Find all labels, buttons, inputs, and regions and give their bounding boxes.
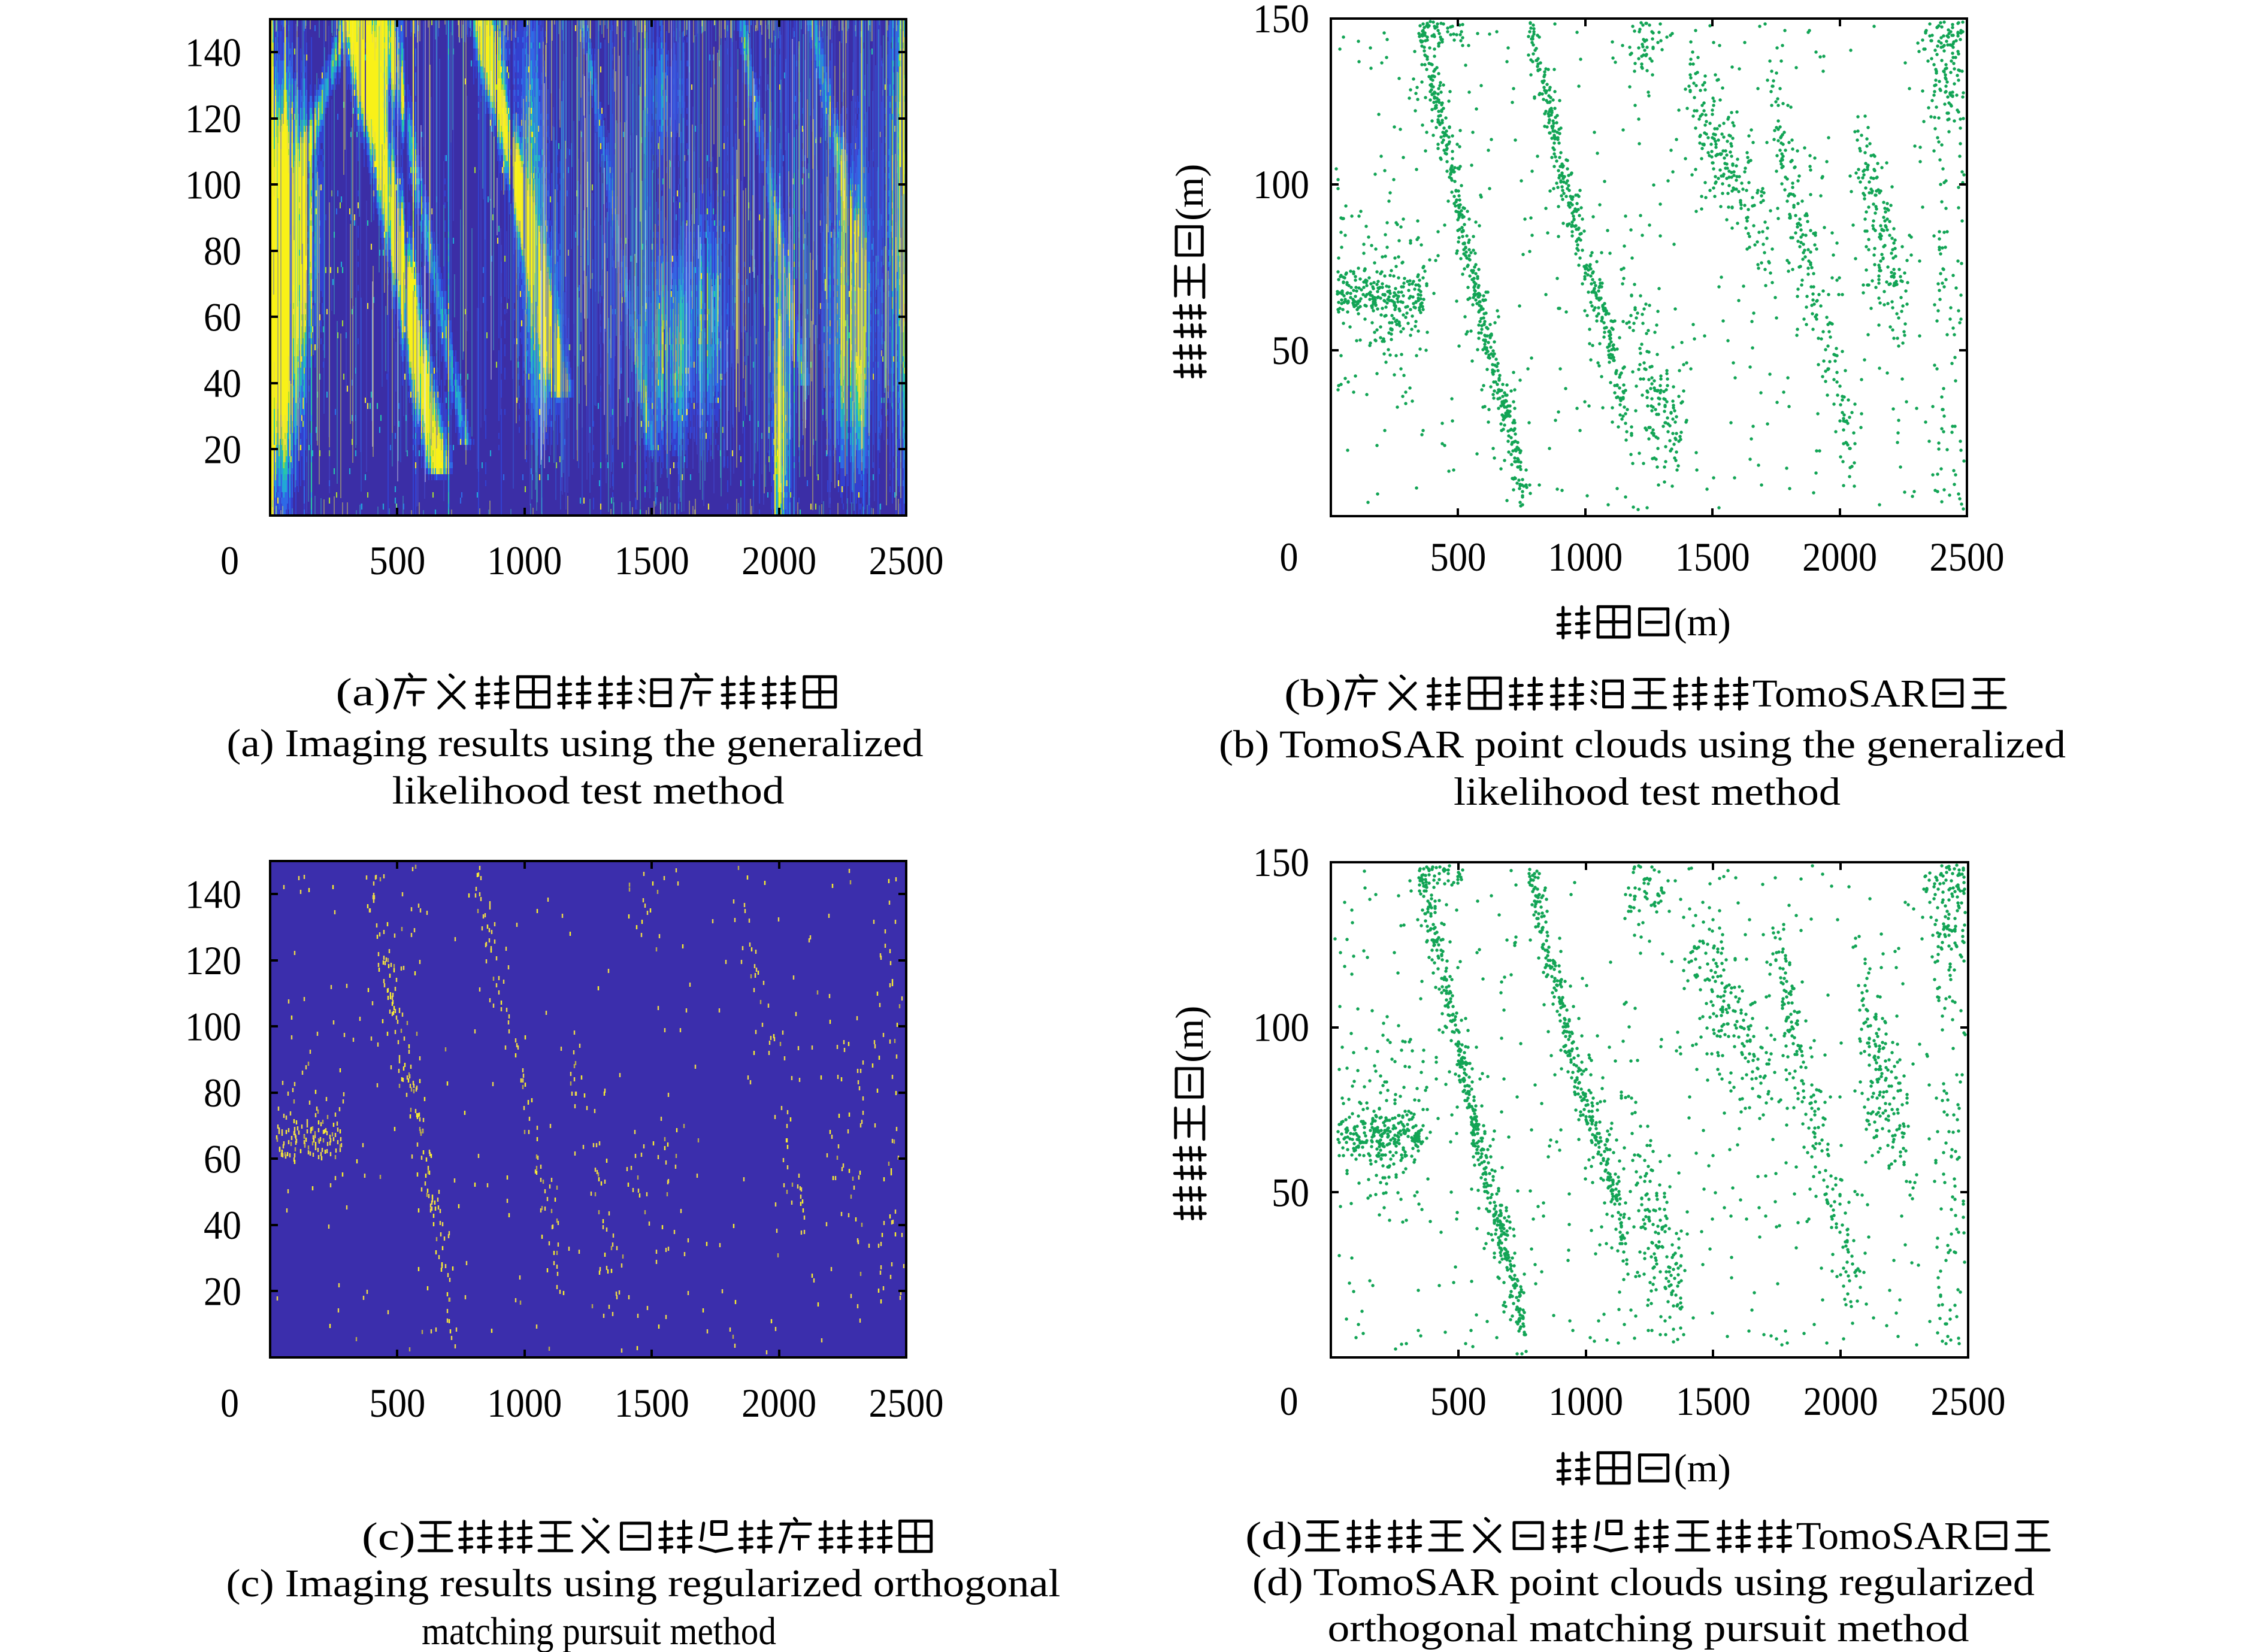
svg-text:(c) Imaging results using regu: (c) Imaging results using regularized or… (226, 1562, 1061, 1605)
svg-text:2500: 2500 (869, 1380, 944, 1426)
svg-text:500: 500 (1430, 534, 1486, 580)
svg-text:0: 0 (220, 1380, 239, 1426)
svg-text:2000: 2000 (741, 1380, 816, 1426)
svg-text:150: 150 (1253, 0, 1309, 41)
svg-text:(m): (m) (1674, 601, 1731, 644)
svg-text:500: 500 (369, 538, 425, 583)
svg-text:120: 120 (185, 938, 241, 983)
svg-text:500: 500 (1430, 1378, 1487, 1424)
svg-text:(c): (c) (362, 1515, 416, 1559)
svg-text:20: 20 (204, 427, 241, 472)
svg-text:(b) TomoSAR point clouds using: (b) TomoSAR point clouds using the gener… (1219, 723, 2066, 766)
svg-text:60: 60 (204, 294, 241, 340)
svg-text:40: 40 (204, 360, 241, 406)
svg-text:1500: 1500 (1676, 1378, 1751, 1424)
svg-text:80: 80 (204, 1070, 241, 1116)
svg-text:2500: 2500 (1930, 534, 2005, 580)
svg-text:1000: 1000 (1548, 1378, 1623, 1424)
svg-text:TomoSAR: TomoSAR (1753, 672, 1928, 716)
svg-text:(d) TomoSAR point clouds using: (d) TomoSAR point clouds using regulariz… (1252, 1560, 2035, 1604)
svg-text:TomoSAR: TomoSAR (1796, 1514, 1972, 1558)
svg-text:60: 60 (204, 1136, 241, 1181)
svg-text:1500: 1500 (1675, 534, 1750, 580)
svg-text:150: 150 (1253, 839, 1309, 885)
svg-text:(a) Imaging results using the: (a) Imaging results using the generalize… (227, 722, 924, 765)
svg-text:2500: 2500 (1931, 1378, 2006, 1424)
svg-text:20: 20 (204, 1269, 241, 1314)
svg-text:1500: 1500 (615, 1380, 689, 1426)
svg-text:40: 40 (204, 1202, 241, 1248)
svg-text:1500: 1500 (615, 538, 689, 583)
svg-text:50: 50 (1272, 1169, 1309, 1215)
svg-text:140: 140 (185, 29, 241, 75)
svg-text:(a): (a) (336, 671, 391, 714)
svg-text:likelihood test method: likelihood test method (1454, 770, 1841, 814)
svg-text:50: 50 (1272, 328, 1309, 373)
svg-text:140: 140 (185, 871, 241, 917)
svg-text:matching pursuit method: matching pursuit method (422, 1609, 776, 1652)
svg-text:1000: 1000 (487, 538, 562, 583)
svg-text:(m): (m) (1168, 164, 1212, 221)
svg-text:0: 0 (1280, 1378, 1299, 1424)
svg-text:0: 0 (1280, 534, 1299, 580)
svg-text:100: 100 (1253, 1005, 1309, 1050)
svg-text:100: 100 (185, 1004, 241, 1049)
svg-text:100: 100 (185, 162, 241, 207)
svg-text:2000: 2000 (1802, 534, 1877, 580)
svg-text:2000: 2000 (1803, 1378, 1878, 1424)
svg-text:0: 0 (220, 538, 239, 583)
svg-text:likelihood test method: likelihood test method (392, 769, 785, 813)
svg-text:(m): (m) (1168, 1006, 1212, 1063)
svg-text:1000: 1000 (1548, 534, 1623, 580)
svg-text:(m): (m) (1674, 1447, 1731, 1490)
svg-text:(d): (d) (1245, 1514, 1303, 1558)
svg-text:1000: 1000 (487, 1380, 562, 1426)
svg-text:2000: 2000 (741, 538, 816, 583)
svg-text:2500: 2500 (869, 538, 944, 583)
svg-text:(b): (b) (1284, 672, 1342, 716)
svg-text:500: 500 (369, 1380, 425, 1426)
svg-text:orthogonal matching pursuit me: orthogonal matching pursuit method (1328, 1606, 1969, 1650)
svg-text:100: 100 (1253, 162, 1309, 207)
svg-text:80: 80 (204, 228, 241, 274)
svg-text:120: 120 (185, 96, 241, 141)
